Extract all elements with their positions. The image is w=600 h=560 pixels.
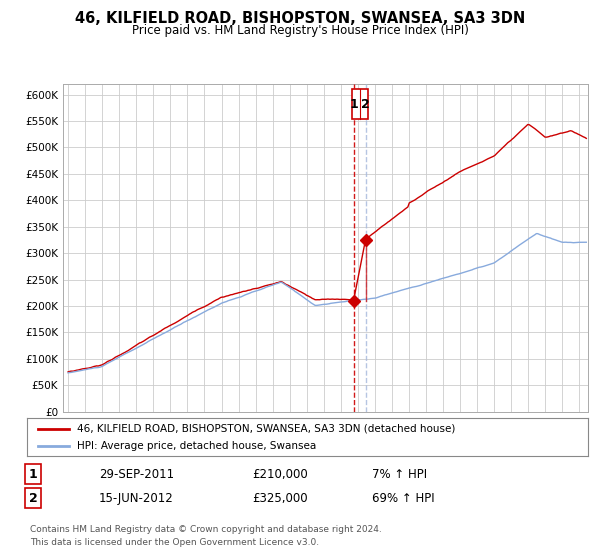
Text: 46, KILFIELD ROAD, BISHOPSTON, SWANSEA, SA3 3DN: 46, KILFIELD ROAD, BISHOPSTON, SWANSEA, … xyxy=(75,11,525,26)
Text: 29-SEP-2011: 29-SEP-2011 xyxy=(99,468,174,481)
Text: Price paid vs. HM Land Registry's House Price Index (HPI): Price paid vs. HM Land Registry's House … xyxy=(131,24,469,36)
Text: 2: 2 xyxy=(29,492,37,505)
Text: 1: 1 xyxy=(349,98,358,111)
Text: HPI: Average price, detached house, Swansea: HPI: Average price, detached house, Swan… xyxy=(77,441,317,451)
Text: 15-JUN-2012: 15-JUN-2012 xyxy=(99,492,174,505)
Bar xyxy=(352,89,368,119)
Text: Contains HM Land Registry data © Crown copyright and database right 2024.
This d: Contains HM Land Registry data © Crown c… xyxy=(30,525,382,547)
Text: 7% ↑ HPI: 7% ↑ HPI xyxy=(372,468,427,481)
Text: £325,000: £325,000 xyxy=(252,492,308,505)
Text: 69% ↑ HPI: 69% ↑ HPI xyxy=(372,492,434,505)
Text: 2: 2 xyxy=(361,98,370,111)
Text: £210,000: £210,000 xyxy=(252,468,308,481)
Text: 46, KILFIELD ROAD, BISHOPSTON, SWANSEA, SA3 3DN (detached house): 46, KILFIELD ROAD, BISHOPSTON, SWANSEA, … xyxy=(77,423,456,433)
Text: 1: 1 xyxy=(29,468,37,481)
